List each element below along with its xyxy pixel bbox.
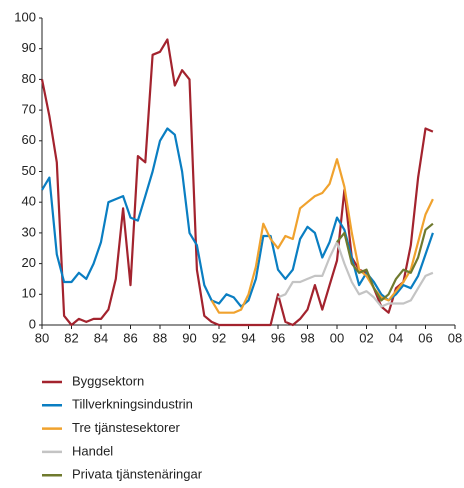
series-line xyxy=(277,241,434,308)
y-tick-label: 70 xyxy=(22,102,36,117)
x-tick-label: 82 xyxy=(64,330,78,345)
x-tick-label: 04 xyxy=(389,330,403,345)
legend-label: Handel xyxy=(72,443,113,458)
x-tick-label: 06 xyxy=(418,330,432,345)
y-tick-label: 60 xyxy=(22,132,36,147)
y-tick-label: 50 xyxy=(22,163,36,178)
y-tick-label: 20 xyxy=(22,255,36,270)
series-line xyxy=(41,127,434,308)
y-tick-label: 40 xyxy=(22,194,36,209)
x-tick-label: 02 xyxy=(359,330,373,345)
series-line xyxy=(336,222,434,302)
legend-label: Tillverkningsindustrin xyxy=(72,397,193,412)
legend-label: Privata tjänstenäringar xyxy=(72,467,203,482)
y-tick-label: 0 xyxy=(29,316,36,331)
y-tick-label: 10 xyxy=(22,286,36,301)
x-tick-label: 88 xyxy=(153,330,167,345)
x-tick-label: 86 xyxy=(123,330,137,345)
y-tick-label: 90 xyxy=(22,40,36,55)
x-tick-label: 84 xyxy=(94,330,108,345)
y-tick-label: 80 xyxy=(22,71,36,86)
x-tick-label: 90 xyxy=(182,330,196,345)
x-tick-label: 94 xyxy=(241,330,255,345)
series-line xyxy=(210,158,434,314)
y-tick-label: 30 xyxy=(22,224,36,239)
x-tick-label: 96 xyxy=(271,330,285,345)
x-tick-label: 08 xyxy=(448,330,462,345)
x-tick-label: 00 xyxy=(330,330,344,345)
legend-label: Tre tjänstesektorer xyxy=(72,420,181,435)
x-tick-label: 80 xyxy=(35,330,49,345)
x-tick-label: 98 xyxy=(300,330,314,345)
legend-label: Byggsektorn xyxy=(72,373,144,388)
y-tick-label: 100 xyxy=(14,9,36,24)
x-tick-label: 92 xyxy=(212,330,226,345)
